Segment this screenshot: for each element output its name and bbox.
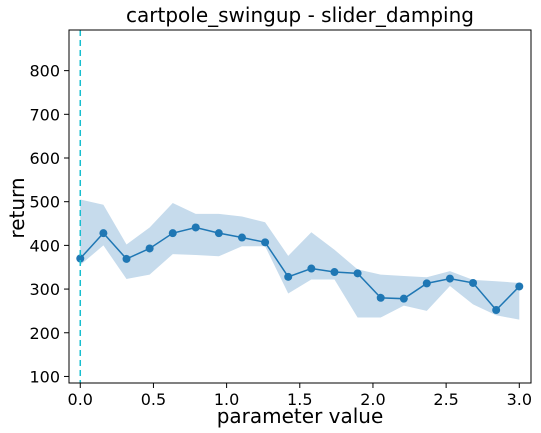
y-axis-label: return: [5, 177, 29, 238]
y-tick-label: 300: [29, 280, 60, 299]
x-tick-label: 0.0: [68, 390, 93, 409]
data-point: [445, 274, 454, 283]
y-tick-label: 100: [29, 367, 60, 386]
y-tick-label: 700: [29, 105, 60, 124]
x-tick-label: 0.5: [141, 390, 166, 409]
data-point: [191, 223, 200, 232]
y-tick-label: 400: [29, 236, 60, 255]
data-point: [307, 264, 316, 273]
data-point: [330, 268, 339, 277]
data-point: [168, 229, 177, 238]
data-point: [214, 229, 223, 238]
data-point: [237, 233, 246, 242]
data-point: [422, 279, 431, 288]
y-tick-label: 800: [29, 62, 60, 81]
x-axis-label: parameter value: [217, 404, 384, 428]
data-point: [122, 254, 131, 263]
confidence-band: [80, 199, 520, 320]
data-point: [261, 238, 270, 247]
x-tick-label: 1.5: [287, 390, 312, 409]
data-point: [145, 244, 154, 253]
data-point: [469, 278, 478, 287]
data-point: [99, 229, 108, 238]
y-tick-label: 200: [29, 324, 60, 343]
data-point: [284, 272, 293, 281]
data-point: [76, 254, 85, 263]
data-point: [492, 306, 501, 315]
plot-frame: [68, 29, 532, 384]
x-tick-label: 2.5: [433, 390, 458, 409]
y-tick-label: 500: [29, 193, 60, 212]
x-tick-label: 1.0: [214, 390, 239, 409]
x-tick-label: 3.0: [507, 390, 532, 409]
chart-title: cartpole_swingup - slider_damping: [126, 3, 474, 27]
data-point: [515, 282, 524, 291]
data-point: [399, 294, 408, 303]
y-tick-label: 600: [29, 149, 60, 168]
data-point: [353, 269, 362, 278]
data-point: [376, 293, 385, 302]
x-tick-label: 2.0: [360, 390, 385, 409]
